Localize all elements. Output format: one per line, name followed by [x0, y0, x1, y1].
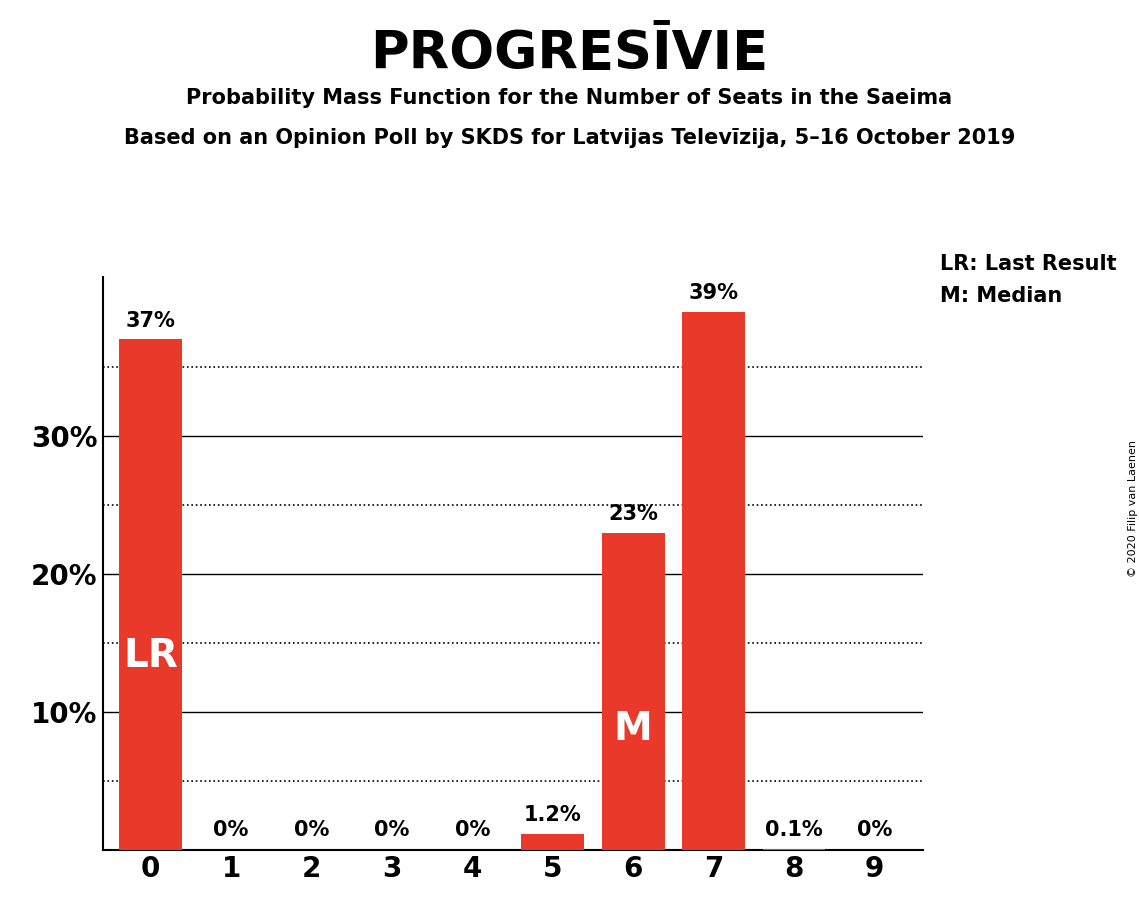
Text: © 2020 Filip van Laenen: © 2020 Filip van Laenen: [1129, 440, 1138, 577]
Text: 0%: 0%: [213, 821, 248, 841]
Text: 0%: 0%: [857, 821, 892, 841]
Text: 0%: 0%: [294, 821, 329, 841]
Bar: [682, 311, 745, 850]
Text: LR: LR: [123, 637, 178, 675]
Text: M: M: [614, 711, 653, 748]
Text: 0.1%: 0.1%: [765, 821, 822, 841]
Text: 23%: 23%: [608, 505, 658, 524]
Text: 39%: 39%: [689, 284, 738, 303]
Text: LR: Last Result: LR: Last Result: [940, 254, 1116, 274]
Text: 37%: 37%: [125, 311, 175, 331]
Bar: [763, 849, 826, 850]
Bar: [601, 532, 664, 850]
Text: 0%: 0%: [454, 821, 490, 841]
Text: 0%: 0%: [375, 821, 410, 841]
Text: M: Median: M: Median: [940, 286, 1062, 307]
Text: Probability Mass Function for the Number of Seats in the Saeima: Probability Mass Function for the Number…: [187, 88, 952, 108]
Bar: [522, 833, 584, 850]
Bar: [120, 339, 182, 850]
Text: PROGRESĪVIE: PROGRESĪVIE: [370, 28, 769, 79]
Text: 1.2%: 1.2%: [524, 805, 582, 825]
Text: Based on an Opinion Poll by SKDS for Latvijas Televīzija, 5–16 October 2019: Based on an Opinion Poll by SKDS for Lat…: [124, 128, 1015, 148]
